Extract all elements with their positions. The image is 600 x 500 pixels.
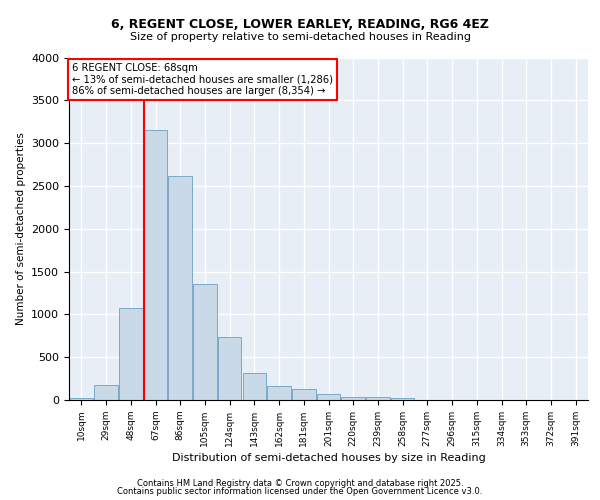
Y-axis label: Number of semi-detached properties: Number of semi-detached properties — [16, 132, 26, 325]
Bar — [242, 374, 266, 400]
Bar — [292, 389, 316, 400]
Text: Size of property relative to semi-detached houses in Reading: Size of property relative to semi-detach… — [130, 32, 470, 42]
Bar — [119, 308, 143, 400]
Bar — [70, 398, 93, 400]
Text: Contains public sector information licensed under the Open Government Licence v3: Contains public sector information licen… — [118, 487, 482, 496]
Bar — [317, 394, 340, 400]
Bar — [218, 336, 241, 400]
Bar — [268, 386, 291, 400]
Bar — [94, 386, 118, 400]
Bar — [391, 398, 415, 400]
Bar — [144, 130, 167, 400]
Text: 6, REGENT CLOSE, LOWER EARLEY, READING, RG6 4EZ: 6, REGENT CLOSE, LOWER EARLEY, READING, … — [111, 18, 489, 30]
Bar — [193, 284, 217, 400]
Bar — [366, 398, 389, 400]
Bar — [341, 397, 365, 400]
Bar — [169, 176, 192, 400]
Text: Contains HM Land Registry data © Crown copyright and database right 2025.: Contains HM Land Registry data © Crown c… — [137, 478, 463, 488]
Text: 6 REGENT CLOSE: 68sqm
← 13% of semi-detached houses are smaller (1,286)
86% of s: 6 REGENT CLOSE: 68sqm ← 13% of semi-deta… — [71, 62, 332, 96]
X-axis label: Distribution of semi-detached houses by size in Reading: Distribution of semi-detached houses by … — [172, 453, 485, 463]
